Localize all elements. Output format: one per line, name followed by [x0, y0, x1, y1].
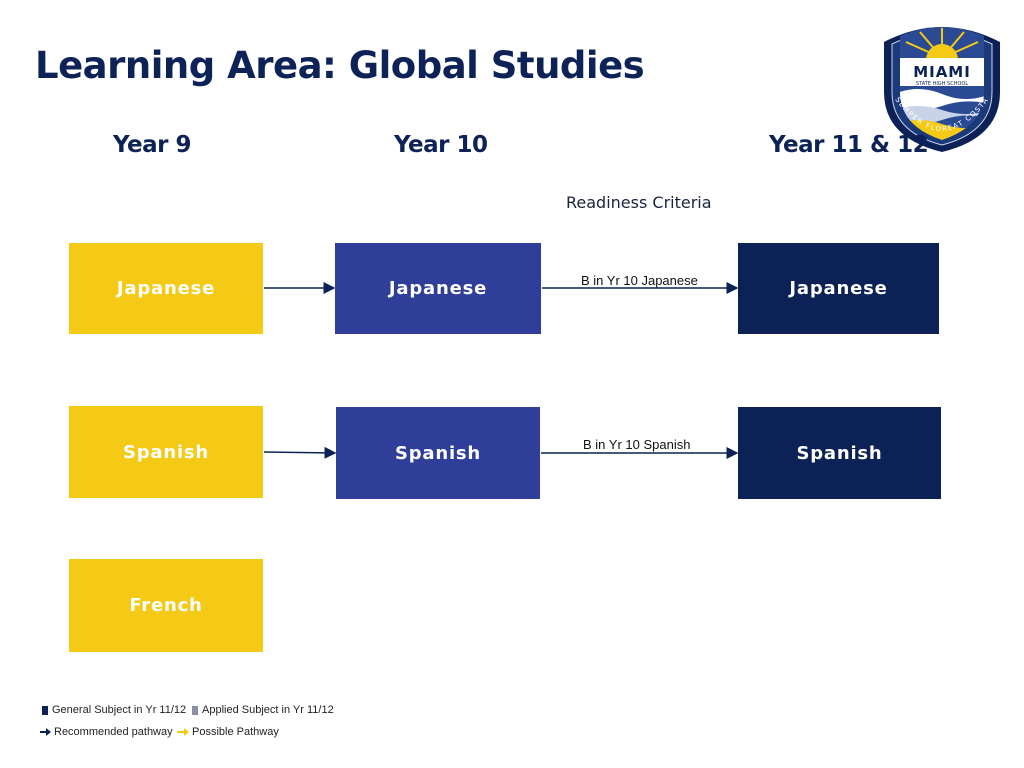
column-heading-year11-12: Year 11 & 12: [769, 132, 929, 158]
legend-general-label: General Subject in Yr 11/12: [52, 704, 187, 716]
logo-name: MIAMI: [913, 63, 971, 81]
readiness-criteria-heading: Readiness Criteria: [566, 193, 712, 212]
criteria-japanese: B in Yr 10 Japanese: [581, 273, 698, 288]
navy-arrow-icon: [40, 728, 51, 736]
year11-12-spanish-box: Spanish: [738, 407, 941, 499]
applied-swatch: [192, 705, 198, 715]
legend-applied: Applied Subject in Yr 11/12: [192, 704, 334, 716]
legend-recommended-label: Recommended pathway: [54, 726, 173, 738]
legend-applied-label: Applied Subject in Yr 11/12: [202, 704, 334, 716]
year10-spanish-box: Spanish: [336, 407, 540, 499]
school-crest-logo: MIAMI STATE HIGH SCHOOL SEMPER FLOREAT C…: [880, 14, 1004, 152]
legend-recommended: Recommended pathway: [40, 726, 173, 738]
year10-japanese-box: Japanese: [335, 243, 541, 334]
general-swatch: [42, 705, 48, 715]
yellow-arrow-icon: [177, 728, 189, 736]
criteria-spanish: B in Yr 10 Spanish: [583, 437, 691, 452]
year11-12-japanese-box: Japanese: [738, 243, 939, 334]
year9-french-box: French: [69, 559, 263, 652]
column-heading-year9: Year 9: [113, 132, 192, 158]
logo-subtitle: STATE HIGH SCHOOL: [916, 81, 968, 87]
legend-possible-label: Possible Pathway: [192, 726, 279, 738]
year9-japanese-box: Japanese: [69, 243, 263, 334]
column-heading-year10: Year 10: [394, 132, 488, 158]
legend-general: General Subject in Yr 11/12: [42, 704, 186, 716]
page-title: Learning Area: Global Studies: [35, 44, 645, 87]
year9-spanish-box: Spanish: [69, 406, 263, 498]
arrow-spanish-y9-y10: [263, 446, 337, 459]
legend-possible: Possible Pathway: [177, 726, 279, 738]
